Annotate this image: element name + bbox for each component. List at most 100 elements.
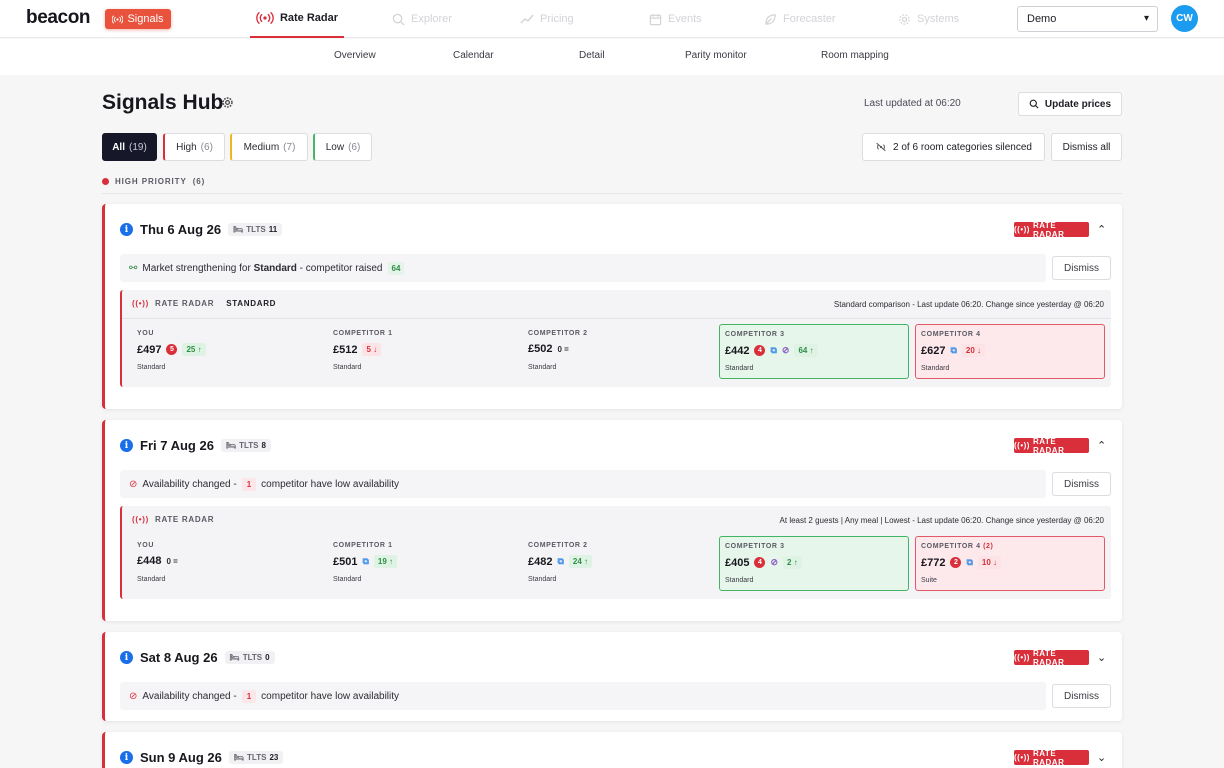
chevron-up-icon[interactable]: ⌃ — [1097, 440, 1107, 452]
signals-button[interactable]: Signals — [105, 9, 171, 29]
rate-cell-competitor-1[interactable]: COMPETITOR 1 £501 ⧉ 19 ↑ Standard — [328, 536, 518, 591]
beacon-logo[interactable]: beacon — [26, 7, 91, 28]
rate-label: COMPETITOR 4 — [921, 331, 981, 338]
subnav-room-mapping[interactable]: Room mapping — [821, 50, 889, 61]
signal-value: 1 — [241, 689, 257, 703]
subnav-overview[interactable]: Overview — [334, 50, 376, 61]
tlts-label: TLTS — [247, 753, 267, 762]
no-availability-icon: ⊘ — [129, 478, 138, 490]
filter-all[interactable]: All (19) — [102, 133, 157, 161]
nav-systems[interactable]: Systems — [898, 0, 959, 38]
rate-cell-competitor-4[interactable]: COMPETITOR 4 £627 ⧉ 20 ↓ Standard — [915, 324, 1105, 379]
rate-cell-competitor-4[interactable]: COMPETITOR 4 (2) £772 2 ⧉ 10 ↓ Suite — [915, 536, 1105, 591]
link-icon[interactable]: ⧉ — [966, 557, 973, 567]
radar-icon: ((•)) — [1014, 653, 1030, 662]
filter-medium[interactable]: Medium (7) — [230, 133, 308, 161]
link-icon[interactable]: ⧉ — [950, 345, 957, 355]
calendar-icon — [649, 13, 662, 25]
priority-dot — [102, 178, 109, 185]
dismiss-all-button[interactable]: Dismiss all — [1051, 133, 1122, 161]
filter-count: (19) — [128, 141, 147, 153]
rate-price: £627 — [921, 344, 946, 357]
update-prices-button[interactable]: Update prices — [1018, 92, 1122, 116]
badge-label: RATE RADAR — [1032, 436, 1065, 455]
filter-low[interactable]: Low (6) — [313, 133, 372, 161]
rate-cell-you[interactable]: YOU £448 0 = Standard — [132, 536, 322, 591]
gear-icon — [899, 13, 910, 25]
avatar[interactable]: CW — [1171, 5, 1198, 32]
dismiss-button[interactable]: Dismiss — [1052, 684, 1111, 708]
rate-radar-badge: ((•)) RATE RADAR — [1014, 436, 1089, 455]
tlts-badge: 🛏 TLTS 0 — [224, 651, 275, 664]
nav-rate-radar[interactable]: Rate Radar — [250, 0, 344, 38]
settings-gear-icon[interactable] — [221, 96, 234, 109]
workspace-select[interactable]: Demo ▾ — [1017, 6, 1158, 32]
subnav-calendar[interactable]: Calendar — [453, 50, 494, 61]
filter-label: Low — [325, 141, 345, 153]
filter-high[interactable]: High (6) — [163, 133, 225, 161]
nav-label: Rate Radar — [279, 12, 339, 24]
divider — [122, 318, 1111, 319]
room-type: Standard — [333, 364, 362, 371]
room-type: Suite — [921, 577, 937, 584]
info-icon[interactable]: i — [120, 651, 133, 664]
radar-icon: ((•)) — [1014, 753, 1030, 762]
rate-cell-competitor-3[interactable]: COMPETITOR 3 £442 4 ⧉ ⊘ 64 ↑ Standard — [719, 324, 909, 379]
chevron-down-icon[interactable]: ⌄ — [1097, 752, 1107, 764]
link-icon[interactable]: ⧉ — [770, 345, 777, 355]
dismiss-button[interactable]: Dismiss — [1052, 472, 1111, 496]
nav-events[interactable]: Events — [649, 0, 702, 38]
rank-badge: 5 — [166, 344, 178, 355]
rate-price: £512 — [333, 343, 358, 356]
rate-label: COMPETITOR 2 — [528, 330, 588, 337]
rate-cell-competitor-3[interactable]: COMPETITOR 3 £405 4 ⊘ 2 ↑ Standard — [719, 536, 909, 591]
rate-cell-competitor-1[interactable]: COMPETITOR 1 £512 5 ↓ Standard — [328, 324, 518, 379]
chevron-down-icon[interactable]: ⌄ — [1097, 652, 1107, 664]
link-icon[interactable]: ⧉ — [557, 556, 564, 566]
no-availability-icon: ⊘ — [129, 690, 138, 702]
rate-cell-you[interactable]: YOU £497 5 25 ↑ Standard — [132, 324, 322, 379]
rate-radar-badge: ((•)) RATE RADAR — [1014, 220, 1089, 239]
card-header: i Sat 8 Aug 26 🛏 TLTS 0 — [120, 650, 275, 665]
card-header: i Thu 6 Aug 26 🛏 TLTS 11 — [120, 222, 283, 237]
subnav-parity-monitor[interactable]: Parity monitor — [685, 50, 747, 61]
info-icon[interactable]: i — [120, 439, 133, 452]
badge-label: RATE RADAR — [1032, 748, 1065, 767]
search-icon — [392, 13, 405, 26]
signal-pre: Availability changed - — [142, 478, 237, 490]
nav-explorer[interactable]: Explorer — [392, 0, 452, 38]
panel-header: ((•)) RATE RADAR STANDARD — [132, 299, 276, 308]
rate-label: COMPETITOR 3 — [725, 543, 785, 550]
divider — [102, 193, 1122, 194]
rate-cell-competitor-2[interactable]: COMPETITOR 2 £482 ⧉ 24 ↑ Standard — [523, 536, 713, 591]
panel-meta: Standard comparison - Last update 06:20.… — [833, 300, 1104, 309]
panel-header: ((•)) RATE RADAR — [132, 515, 214, 524]
rate-price: £442 — [725, 344, 750, 357]
nav-pricing[interactable]: Pricing — [520, 0, 574, 38]
radar-icon: ((•)) — [132, 515, 149, 524]
signal-value: 1 — [241, 477, 257, 491]
room-type: Standard — [137, 576, 166, 583]
nav-forecaster[interactable]: Forecaster — [764, 0, 836, 38]
rate-cell-competitor-2[interactable]: COMPETITOR 2 £502 0 = Standard — [523, 324, 713, 379]
no-availability-icon: ⊘ — [781, 345, 790, 355]
radar-icon: ((•)) — [132, 299, 149, 308]
badge-label: RATE RADAR — [1032, 220, 1065, 239]
subnav-detail[interactable]: Detail — [579, 50, 605, 61]
dismiss-button[interactable]: Dismiss — [1052, 256, 1111, 280]
link-icon[interactable]: ⧉ — [362, 556, 369, 566]
silenced-categories-button[interactable]: 2 of 6 room categories silenced — [862, 133, 1045, 161]
room-type: Standard — [528, 364, 557, 371]
panel-title: RATE RADAR — [154, 515, 215, 524]
info-icon[interactable]: i — [120, 223, 133, 236]
tlts-badge: 🛏 TLTS 8 — [220, 439, 271, 452]
filter-count: (6) — [348, 141, 361, 153]
chevron-up-icon[interactable]: ⌃ — [1097, 224, 1107, 236]
rate-label: COMPETITOR 1 — [333, 330, 393, 337]
signal-post: - competitor raised — [296, 262, 383, 274]
card-date: Thu 6 Aug 26 — [140, 222, 222, 237]
nav-label: Forecaster — [783, 13, 836, 25]
info-icon[interactable]: i — [120, 751, 133, 764]
signal-room: Standard — [253, 262, 297, 274]
tlts-label: TLTS — [239, 441, 259, 450]
